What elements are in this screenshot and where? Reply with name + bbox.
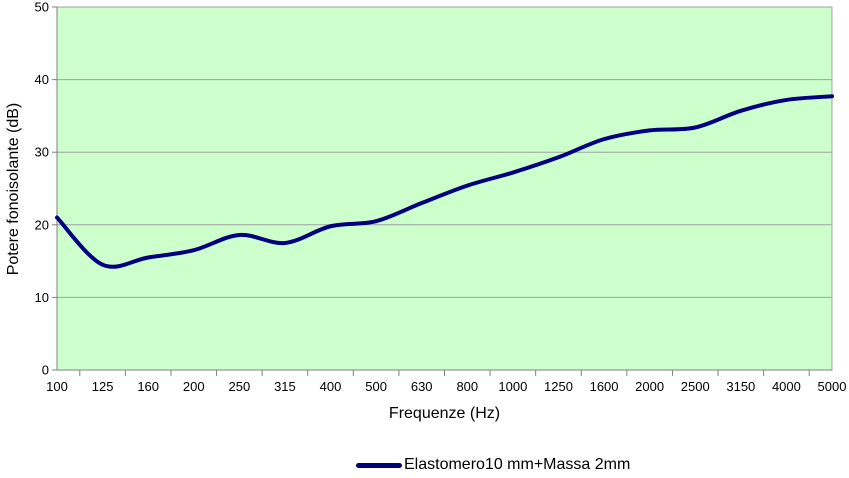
legend-line-marker <box>356 462 402 468</box>
x-tick-label: 125 <box>92 379 114 394</box>
legend-label: Elastomero10 mm+Massa 2mm <box>404 456 631 473</box>
x-tick-label: 160 <box>137 379 159 394</box>
x-tick-label: 800 <box>456 379 478 394</box>
x-tick-label: 630 <box>411 379 433 394</box>
series-line <box>55 94 834 269</box>
x-axis-title: Frequenze (Hz) <box>388 405 501 422</box>
x-tick-label: 2000 <box>635 379 664 394</box>
x-tick-label: 4000 <box>772 379 801 394</box>
y-tick-label: 50 <box>35 0 49 15</box>
x-tick-label: 3150 <box>726 379 755 394</box>
x-tick-label: 100 <box>46 379 68 394</box>
x-tick-label: 500 <box>365 379 387 394</box>
legend: Elastomero10 mm+Massa 2mm <box>356 456 630 474</box>
x-tick-label: 400 <box>320 379 342 394</box>
x-tick-label: 1600 <box>590 379 619 394</box>
x-tick-label: 2500 <box>681 379 710 394</box>
y-tick-label: 20 <box>35 217 49 232</box>
y-tick-label: 10 <box>35 290 49 305</box>
x-tick-label: 200 <box>183 379 205 394</box>
x-tick-label: 5000 <box>818 379 847 394</box>
x-tick-label: 1000 <box>498 379 527 394</box>
x-tick-label: 1250 <box>544 379 573 394</box>
y-tick-label: 30 <box>35 145 49 160</box>
y-tick-label: 40 <box>35 72 49 87</box>
y-axis-title: Potere fonoisolante (dB) <box>5 102 22 276</box>
plot-background <box>57 7 832 370</box>
x-tick-label: 250 <box>229 379 251 394</box>
x-tick-label: 315 <box>274 379 296 394</box>
y-tick-label: 0 <box>42 363 49 378</box>
